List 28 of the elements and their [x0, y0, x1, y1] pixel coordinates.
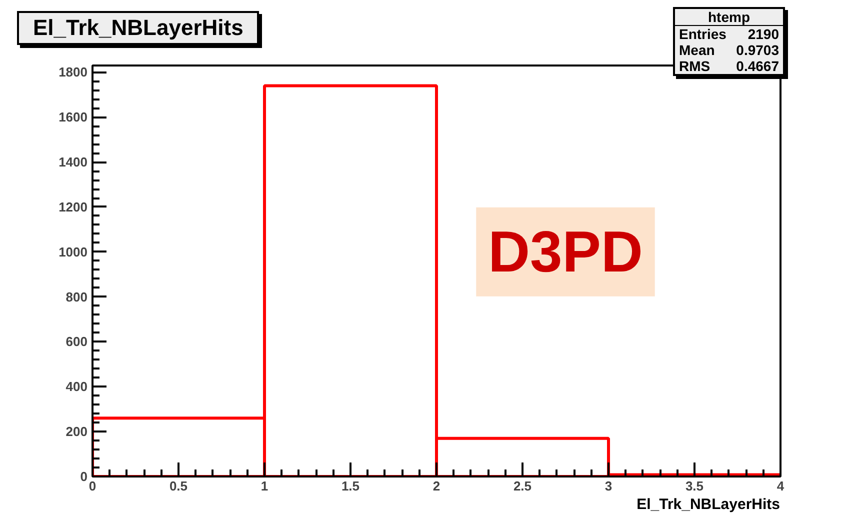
y-tick-label: 1200 [58, 199, 88, 214]
annotation: 0.4667 [735, 58, 780, 74]
x-tick-label: 4 [776, 478, 785, 494]
y-tick-label: 800 [66, 289, 88, 304]
y-tick-label: 1400 [58, 154, 88, 170]
text: htemp [675, 9, 783, 26]
text: Mean [678, 42, 716, 58]
y-tick-label: 1600 [58, 110, 88, 125]
y-tick-label: 600 [66, 334, 88, 350]
x-tick-label: 2 [432, 478, 440, 494]
y-tick-label: 1800 [58, 64, 88, 80]
y-tick-label: 200 [66, 424, 88, 440]
x-tick-label: 0.5 [169, 478, 188, 494]
y-tick-label: 400 [66, 379, 88, 394]
y-tick-label: 1000 [58, 244, 88, 260]
x-tick-label: 3.5 [685, 478, 704, 494]
annotation: RMS [678, 58, 712, 74]
x-tick-label: 1 [260, 478, 268, 494]
x-tick-label: 1.5 [341, 478, 360, 494]
x-tick-label: 3 [604, 478, 612, 494]
y-tick-label: 0 [80, 469, 88, 484]
chart-title: El_Trk_NBLayerHits [17, 11, 260, 45]
x-axis-title: El_Trk_NBLayerHits [636, 496, 780, 514]
x-tick-label: 2.5 [513, 478, 532, 494]
text: Entries [678, 26, 728, 42]
text: 2190 [746, 26, 780, 42]
text: 0.9703 [735, 42, 780, 58]
annotation: D3PD [488, 219, 643, 284]
